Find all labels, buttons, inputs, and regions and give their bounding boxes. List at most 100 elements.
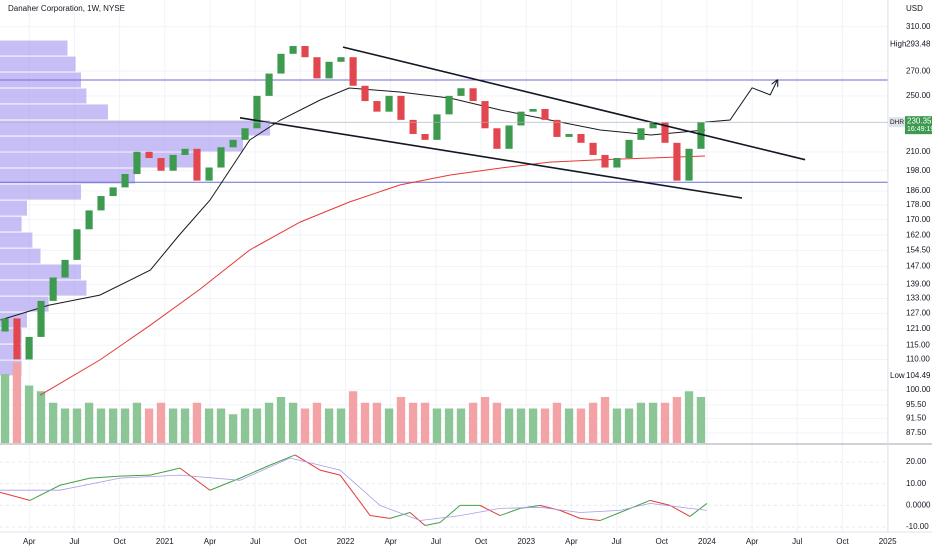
candle-body bbox=[541, 108, 549, 120]
candle-body bbox=[133, 151, 141, 175]
volume-bar bbox=[204, 408, 214, 443]
y-tick-label: 154.50 bbox=[906, 246, 931, 255]
candle-body bbox=[673, 142, 681, 181]
oscillator-segment bbox=[319, 469, 341, 476]
volume-bar bbox=[24, 385, 34, 443]
candle-body bbox=[277, 53, 285, 74]
volume-bar bbox=[96, 408, 106, 443]
oscillator-segment bbox=[669, 504, 691, 517]
candle-body bbox=[25, 336, 33, 360]
y-tick-label: 198.00 bbox=[906, 166, 931, 175]
currency: USD bbox=[906, 4, 923, 13]
volume-bar bbox=[252, 408, 262, 443]
x-tick-label: Apr bbox=[204, 537, 217, 546]
candle-body bbox=[337, 57, 345, 62]
oscillator-segment bbox=[580, 517, 601, 522]
volume-bar bbox=[132, 402, 142, 443]
x-tick-label: Apr bbox=[23, 537, 36, 546]
candle-body bbox=[493, 128, 501, 149]
volume-bar bbox=[516, 408, 526, 443]
volume-bar bbox=[432, 408, 442, 443]
y-tick-label: 147.00 bbox=[906, 261, 931, 270]
volume-bar bbox=[360, 402, 370, 443]
volume-bar bbox=[648, 402, 658, 443]
volume-bar bbox=[612, 408, 622, 443]
moving-average bbox=[39, 155, 706, 396]
volume-bar bbox=[168, 408, 178, 443]
x-tick-label: 2023 bbox=[517, 537, 535, 546]
candle-body bbox=[361, 85, 369, 102]
x-tick-label: Jul bbox=[431, 537, 441, 546]
volume-bar bbox=[264, 402, 274, 443]
candle-body bbox=[625, 139, 633, 159]
volume-profile-bar bbox=[0, 296, 49, 312]
trendline bbox=[342, 46, 806, 161]
volume-profile-bar bbox=[0, 88, 87, 104]
x-tick-label: 2021 bbox=[156, 537, 174, 546]
y-tick-label: 87.50 bbox=[906, 428, 927, 437]
candle-body bbox=[205, 167, 213, 181]
candle-body bbox=[373, 101, 381, 112]
candle-body bbox=[529, 108, 537, 112]
candle-body bbox=[421, 134, 429, 140]
volume-profile-bar bbox=[0, 104, 108, 120]
candle-body bbox=[601, 154, 609, 168]
candle-body bbox=[229, 139, 237, 148]
y-tick-label: 270.00 bbox=[906, 66, 931, 75]
volume-profile-bar bbox=[0, 184, 81, 200]
y-tick-label: 121.00 bbox=[906, 324, 931, 333]
candle-body bbox=[49, 277, 57, 301]
oscillator-segment bbox=[370, 515, 391, 519]
candle-body bbox=[37, 300, 45, 337]
high-value: 293.48 bbox=[906, 40, 931, 49]
y-tick-label: 186.00 bbox=[906, 186, 931, 195]
low-label: Low bbox=[890, 371, 905, 380]
volume-bar bbox=[468, 402, 478, 443]
candle-body bbox=[241, 128, 249, 140]
candle-body bbox=[109, 187, 117, 197]
volume-bar bbox=[144, 408, 154, 443]
oscillator-segment bbox=[424, 521, 441, 526]
volume-bar bbox=[156, 402, 166, 443]
oscillator-segment bbox=[89, 475, 121, 479]
y-tick-label: 310.00 bbox=[906, 22, 931, 31]
volume-bar bbox=[456, 408, 466, 443]
volume-bar bbox=[384, 408, 394, 443]
candle-body bbox=[433, 114, 441, 140]
x-tick-label: 2022 bbox=[337, 537, 355, 546]
candle-body bbox=[577, 134, 585, 143]
y-tick-label: 115.00 bbox=[906, 340, 930, 349]
candle-body bbox=[349, 57, 357, 86]
volume-bar bbox=[48, 402, 58, 443]
volume-bar bbox=[480, 397, 490, 443]
candle-body bbox=[469, 88, 477, 102]
volume-bar bbox=[192, 402, 202, 443]
volume-bar bbox=[216, 408, 226, 443]
grid bbox=[0, 0, 889, 532]
volume-bar bbox=[528, 408, 538, 443]
candle-body bbox=[481, 101, 489, 129]
symbol-label: DHR bbox=[890, 119, 904, 126]
y-tick-label: 0.0000 bbox=[906, 500, 931, 509]
countdown: 16:49:19 bbox=[907, 126, 932, 133]
volume-profile-bar bbox=[0, 232, 33, 248]
x-tick-label: Oct bbox=[294, 537, 307, 546]
candle-body bbox=[121, 174, 129, 188]
y-tick-label: 133.00 bbox=[906, 294, 931, 303]
y-tick-label: 210.00 bbox=[906, 147, 931, 156]
volume-bar bbox=[684, 391, 694, 443]
x-tick-label: Jul bbox=[792, 537, 802, 546]
volume-bar bbox=[504, 408, 514, 443]
volume-bar bbox=[540, 408, 550, 443]
volume-profile-bar bbox=[0, 264, 81, 280]
oscillator-segment bbox=[59, 477, 91, 486]
volume-bar bbox=[72, 408, 82, 443]
candle-body bbox=[445, 95, 453, 115]
oscillator-segment bbox=[559, 509, 581, 519]
last-price-value: 230.35 bbox=[907, 116, 932, 125]
oscillator-segment bbox=[599, 512, 621, 521]
candle-body bbox=[145, 151, 153, 159]
volume-bar bbox=[492, 402, 502, 443]
